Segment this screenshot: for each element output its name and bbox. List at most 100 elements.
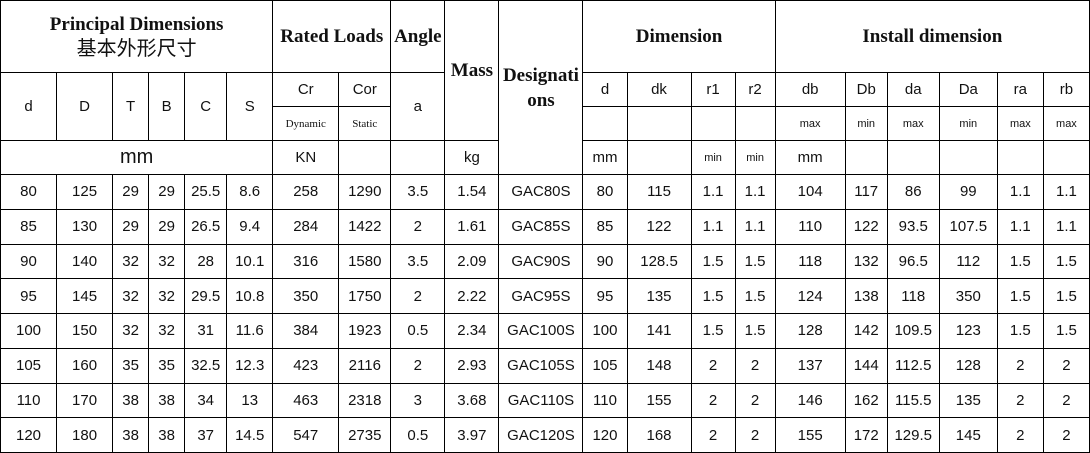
- column-header: r1: [690, 72, 736, 107]
- data-cell: 118: [886, 278, 940, 314]
- data-cell: 105: [582, 347, 628, 384]
- data-cell: 1.1: [734, 174, 776, 210]
- data-row: 105 160 35 35 32.5 12.3 423 2116 2 2.93 GAC105S 105…: [0, 347, 1090, 384]
- data-cell: 8.6: [226, 174, 274, 210]
- data-cell: 35: [112, 347, 150, 384]
- data-cell: GAC95S: [498, 278, 584, 314]
- data-cell: 32: [112, 278, 150, 314]
- data-cell: 112.5: [886, 347, 940, 384]
- data-cell: 162: [844, 382, 888, 419]
- empty-cell: [582, 106, 628, 141]
- data-cell: 34: [184, 382, 228, 419]
- data-cell: GAC105S: [498, 347, 584, 384]
- empty-cell: [690, 106, 736, 141]
- data-cell: 2.34: [444, 313, 500, 349]
- data-cell: 258: [272, 174, 340, 210]
- data-cell: 122: [844, 208, 888, 245]
- data-row: 110 170 38 38 34 13 463 2318 3 3.68 GAC110S 110 155 2…: [0, 382, 1090, 419]
- data-row: 85 130 29 29 26.5 9.4 284 1422 2 1.61 GAC85S 85 122 1…: [0, 208, 1090, 245]
- data-row: 95 145 32 32 29.5 10.8 350 1750 2 2.22 GAC95S 95 135…: [0, 278, 1090, 314]
- group-header: Angle: [390, 0, 446, 73]
- column-header: ra: [996, 72, 1044, 107]
- data-cell: 1.5: [996, 278, 1044, 314]
- data-cell: 148: [626, 347, 692, 384]
- data-cell: 29.5: [184, 278, 228, 314]
- column-header: S: [226, 72, 274, 141]
- data-cell: 118: [774, 243, 846, 280]
- data-cell: 29: [112, 208, 150, 245]
- sub-label: Dynamic: [272, 106, 340, 141]
- data-cell: 125: [56, 174, 114, 210]
- data-cell: 1.5: [996, 243, 1044, 280]
- data-cell: 2: [996, 382, 1044, 419]
- data-cell: 423: [272, 347, 340, 384]
- data-cell: 1.1: [690, 174, 736, 210]
- data-cell: 1.5: [1042, 243, 1090, 280]
- data-cell: 3.68: [444, 382, 500, 419]
- empty-cell: [844, 140, 888, 175]
- data-cell: 120: [582, 417, 628, 453]
- empty-cell: [338, 140, 392, 175]
- data-cell: 1923: [338, 313, 392, 349]
- data-cell: 115.5: [886, 382, 940, 419]
- data-cell: 32: [148, 243, 186, 280]
- data-cell: 2735: [338, 417, 392, 453]
- group-header: Mass: [444, 0, 500, 141]
- data-cell: 2.22: [444, 278, 500, 314]
- data-cell: 2: [996, 417, 1044, 453]
- data-cell: 135: [626, 278, 692, 314]
- data-cell: 2: [1042, 382, 1090, 419]
- data-cell: 168: [626, 417, 692, 453]
- data-cell: 2: [690, 382, 736, 419]
- data-cell: 2116: [338, 347, 392, 384]
- data-cell: 2: [1042, 417, 1090, 453]
- data-cell: 110: [0, 382, 58, 419]
- data-cell: 115: [626, 174, 692, 210]
- data-cell: 29: [148, 174, 186, 210]
- column-header: r2: [734, 72, 776, 107]
- header-row: Dynamic Static max min max min max max: [1, 106, 1090, 141]
- unit-row: mm KN kg mm min min mm: [0, 140, 1090, 175]
- data-cell: 85: [582, 208, 628, 245]
- data-cell: 32: [148, 313, 186, 349]
- empty-cell: [390, 140, 446, 175]
- data-cell: 1290: [338, 174, 392, 210]
- data-cell: 90: [0, 243, 58, 280]
- data-cell: 138: [844, 278, 888, 314]
- data-cell: 3: [390, 382, 446, 419]
- column-header: Cor: [338, 72, 392, 107]
- data-row: 100 150 32 32 31 11.6 384 1923 0.5 2.34 GAC100S 100…: [0, 313, 1090, 349]
- data-cell: 93.5: [886, 208, 940, 245]
- data-cell: 1.1: [690, 208, 736, 245]
- data-cell: 2: [734, 347, 776, 384]
- data-cell: 104: [774, 174, 846, 210]
- data-cell: 2: [690, 417, 736, 453]
- data-cell: 142: [844, 313, 888, 349]
- data-cell: 80: [582, 174, 628, 210]
- data-cell: GAC120S: [498, 417, 584, 453]
- data-cell: 120: [0, 417, 58, 453]
- data-cell: 26.5: [184, 208, 228, 245]
- data-cell: 9.4: [226, 208, 274, 245]
- data-cell: 135: [938, 382, 998, 419]
- data-cell: 96.5: [886, 243, 940, 280]
- group-header: Rated Loads: [272, 0, 392, 73]
- data-cell: 140: [56, 243, 114, 280]
- data-cell: 25.5: [184, 174, 228, 210]
- data-cell: 10.1: [226, 243, 274, 280]
- header-row: d D T B C S Cr Cor a d dk r1 r2 db Db da…: [0, 72, 1090, 141]
- data-cell: 90: [582, 243, 628, 280]
- empty-cell: [938, 140, 998, 175]
- data-cell: 1.5: [734, 278, 776, 314]
- data-cell: 85: [0, 208, 58, 245]
- data-cell: 547: [272, 417, 340, 453]
- data-cell: 110: [582, 382, 628, 419]
- data-cell: 31: [184, 313, 228, 349]
- data-cell: 0.5: [390, 313, 446, 349]
- data-cell: 14.5: [226, 417, 274, 453]
- data-cell: 110: [774, 208, 846, 245]
- data-cell: 95: [582, 278, 628, 314]
- data-cell: 1580: [338, 243, 392, 280]
- unit: mm: [774, 140, 846, 175]
